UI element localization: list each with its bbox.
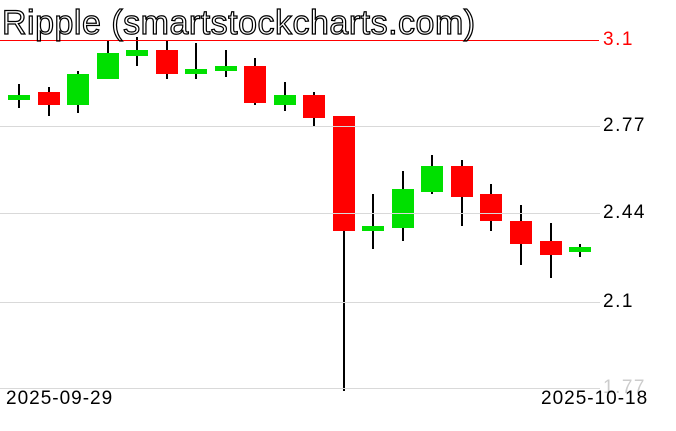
candle-body-down — [332, 115, 355, 231]
candle-body-up — [362, 225, 385, 231]
x-axis-end-date: 2025-10-18 — [541, 388, 649, 409]
candle-body-up — [214, 66, 237, 72]
candle-body-up — [421, 165, 444, 192]
candle-body-up — [96, 53, 119, 80]
y-tick-label-2.1: 2.1 — [603, 291, 634, 312]
candle-body-up — [185, 68, 208, 74]
gridline-2.77 — [0, 126, 600, 127]
y-tick-label-2.44: 2.44 — [603, 202, 646, 223]
chart-title: Ripple (smartstockcharts.com) — [1, 3, 476, 42]
resistance-line-3.1 — [0, 40, 599, 41]
candle-body-down — [155, 50, 178, 74]
y-tick-label-1.77: 1.77 — [603, 377, 646, 398]
gridline-2.44 — [0, 213, 600, 214]
candle-wick — [342, 115, 345, 391]
candle-body-up — [8, 94, 30, 101]
x-axis-start-date: 2025-09-29 — [6, 388, 114, 409]
candle-body-down — [510, 220, 532, 245]
y-tick-label-2.77: 2.77 — [603, 115, 646, 136]
candle-wick — [372, 194, 375, 250]
candle-body-up — [67, 74, 90, 106]
gridline-1.77 — [0, 388, 600, 389]
candle-body-down — [539, 241, 562, 255]
candle-body-up — [569, 246, 592, 252]
candle-wick — [195, 42, 198, 80]
candle-body-up — [273, 94, 296, 106]
candle-body-down — [37, 92, 60, 106]
candle-body-down — [450, 165, 473, 197]
candle-body-down — [480, 194, 503, 221]
candle-body-up — [126, 50, 149, 56]
candle-body-down — [244, 66, 267, 103]
candle-wick — [224, 50, 227, 77]
y-tick-label-3.1: 3.1 — [603, 29, 634, 50]
candle-body-down — [303, 94, 326, 119]
gridline-2.1 — [0, 302, 600, 303]
candle-body-up — [391, 189, 414, 229]
